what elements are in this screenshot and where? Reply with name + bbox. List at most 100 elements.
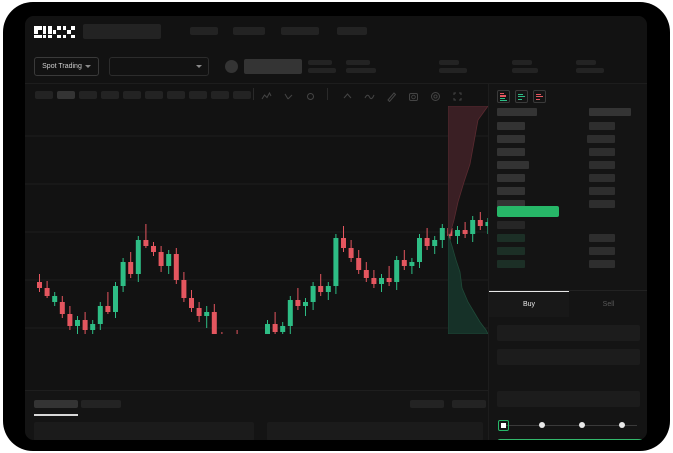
amount-slider-dot-75[interactable] <box>619 422 625 428</box>
order-book-panel: Buy Sell <box>488 84 647 440</box>
candle-body <box>432 240 438 246</box>
bottom-action-2[interactable] <box>452 400 486 408</box>
orderbook-ask-row[interactable] <box>497 174 525 182</box>
timeframe-1[interactable] <box>35 91 53 99</box>
bottom-card-1[interactable] <box>34 422 254 440</box>
pencil-icon[interactable] <box>386 89 397 103</box>
compare-icon[interactable] <box>342 89 353 100</box>
bottom-action-1[interactable] <box>410 400 444 408</box>
bottom-card-2[interactable] <box>267 422 483 440</box>
order-amount-field[interactable] <box>497 349 640 365</box>
orderbook-ask-value[interactable] <box>589 174 615 182</box>
indicator-icon[interactable] <box>261 89 272 100</box>
orderbook-header-right[interactable] <box>589 108 631 116</box>
alert-icon[interactable] <box>430 89 441 101</box>
orderbook-mode-bids[interactable] <box>515 90 528 103</box>
orderbook-ask-row[interactable] <box>497 200 525 208</box>
okx-logo-pixel <box>67 30 71 34</box>
orderbook-both-icon <box>500 100 507 102</box>
orderbook-bid-row[interactable] <box>497 234 525 242</box>
orderbook-ask-row[interactable] <box>497 161 529 169</box>
timeframe-6[interactable] <box>145 91 163 99</box>
okx-logo-pixel <box>38 26 42 30</box>
market-stat-5-value <box>576 68 604 73</box>
orderbook-bid-row[interactable] <box>497 260 525 268</box>
market-stat-4-value <box>512 68 538 73</box>
toolbar-divider <box>327 88 328 100</box>
nav-item-3[interactable] <box>281 27 319 35</box>
orderbook-ask-row[interactable] <box>497 148 525 156</box>
submit-order-button[interactable] <box>497 439 647 440</box>
tab-buy[interactable]: Buy <box>489 291 569 317</box>
timeframe-3[interactable] <box>79 91 97 99</box>
bottom-tab-2[interactable] <box>81 400 121 408</box>
depth-chart-overlay <box>447 105 489 335</box>
okx-logo[interactable] <box>34 26 75 39</box>
amount-slider-track[interactable] <box>501 425 637 426</box>
settings-icon[interactable] <box>305 89 316 100</box>
timeframe-7[interactable] <box>167 91 185 99</box>
orderbook-ask-value[interactable] <box>589 200 615 208</box>
candlestick-chart[interactable] <box>25 105 506 356</box>
order-total-field[interactable] <box>497 391 640 407</box>
camera-icon[interactable] <box>408 89 419 101</box>
nav-item-2[interactable] <box>233 27 265 35</box>
candle-body <box>52 296 58 302</box>
tab-buy-label: Buy <box>522 301 536 308</box>
market-stat-3-label <box>439 60 459 65</box>
orderbook-bid-value[interactable] <box>589 247 615 255</box>
orderbook-ask-value[interactable] <box>589 122 615 130</box>
bottom-tab-1[interactable] <box>34 400 78 408</box>
market-stat-3-value <box>439 68 467 73</box>
pair-avatar <box>225 60 238 73</box>
orderbook-bid-row[interactable] <box>497 221 525 229</box>
timeframe-10[interactable] <box>233 91 251 99</box>
tab-sell-label: Sell <box>602 300 615 308</box>
timeframe-4[interactable] <box>101 91 119 99</box>
candle-body <box>280 326 286 332</box>
orderbook-ask-value[interactable] <box>589 187 615 195</box>
line-tool-icon[interactable] <box>364 89 375 100</box>
orderbook-bid-value[interactable] <box>589 234 615 242</box>
chart-type-icon[interactable] <box>283 89 294 100</box>
amount-slider-dot-25[interactable] <box>539 422 545 428</box>
pair-select-dropdown[interactable] <box>109 57 209 76</box>
timeframe-2[interactable] <box>57 91 75 99</box>
amount-slider-handle[interactable] <box>498 420 509 431</box>
orderbook-ask-row[interactable] <box>497 187 525 195</box>
orderbook-ask-row[interactable] <box>497 135 525 143</box>
toolbar-divider <box>253 88 254 100</box>
orderbook-ask-value[interactable] <box>589 161 615 169</box>
order-price-field[interactable] <box>497 325 640 341</box>
orderbook-ask-value[interactable] <box>587 135 615 143</box>
nav-item-4[interactable] <box>337 27 367 35</box>
orderbook-bid-row[interactable] <box>497 247 525 255</box>
orderbook-ask-value[interactable] <box>589 148 615 156</box>
orderbook-bids-icon <box>518 96 525 98</box>
spot-trading-dropdown[interactable]: Spot Trading <box>34 57 99 76</box>
market-stat-2 <box>346 60 376 76</box>
timeframe-9[interactable] <box>211 91 229 99</box>
candle-body <box>37 282 42 288</box>
orderbook-mode-both[interactable] <box>497 90 510 103</box>
depth-area <box>447 105 489 235</box>
okx-logo-pixel <box>34 30 38 34</box>
candle-body <box>128 262 134 274</box>
amount-slider-dot-50[interactable] <box>579 422 585 428</box>
candle-body <box>272 324 278 332</box>
timeframe-8[interactable] <box>189 91 207 99</box>
tab-sell[interactable]: Sell <box>569 291 647 317</box>
candle-body <box>386 278 392 282</box>
timeframe-5[interactable] <box>123 91 141 99</box>
candle-body <box>82 320 88 330</box>
orderbook-bid-value[interactable] <box>589 260 615 268</box>
orderbook-header-left[interactable] <box>497 108 537 116</box>
orderbook-highlight-row[interactable] <box>497 206 559 217</box>
orderbook-mode-asks[interactable] <box>533 90 546 103</box>
nav-item-1[interactable] <box>190 27 218 35</box>
search-input[interactable] <box>83 24 161 39</box>
orderbook-asks-icon <box>536 98 540 101</box>
candle-body <box>409 262 415 266</box>
orderbook-ask-row[interactable] <box>497 122 525 130</box>
fullscreen-icon[interactable] <box>452 89 463 101</box>
